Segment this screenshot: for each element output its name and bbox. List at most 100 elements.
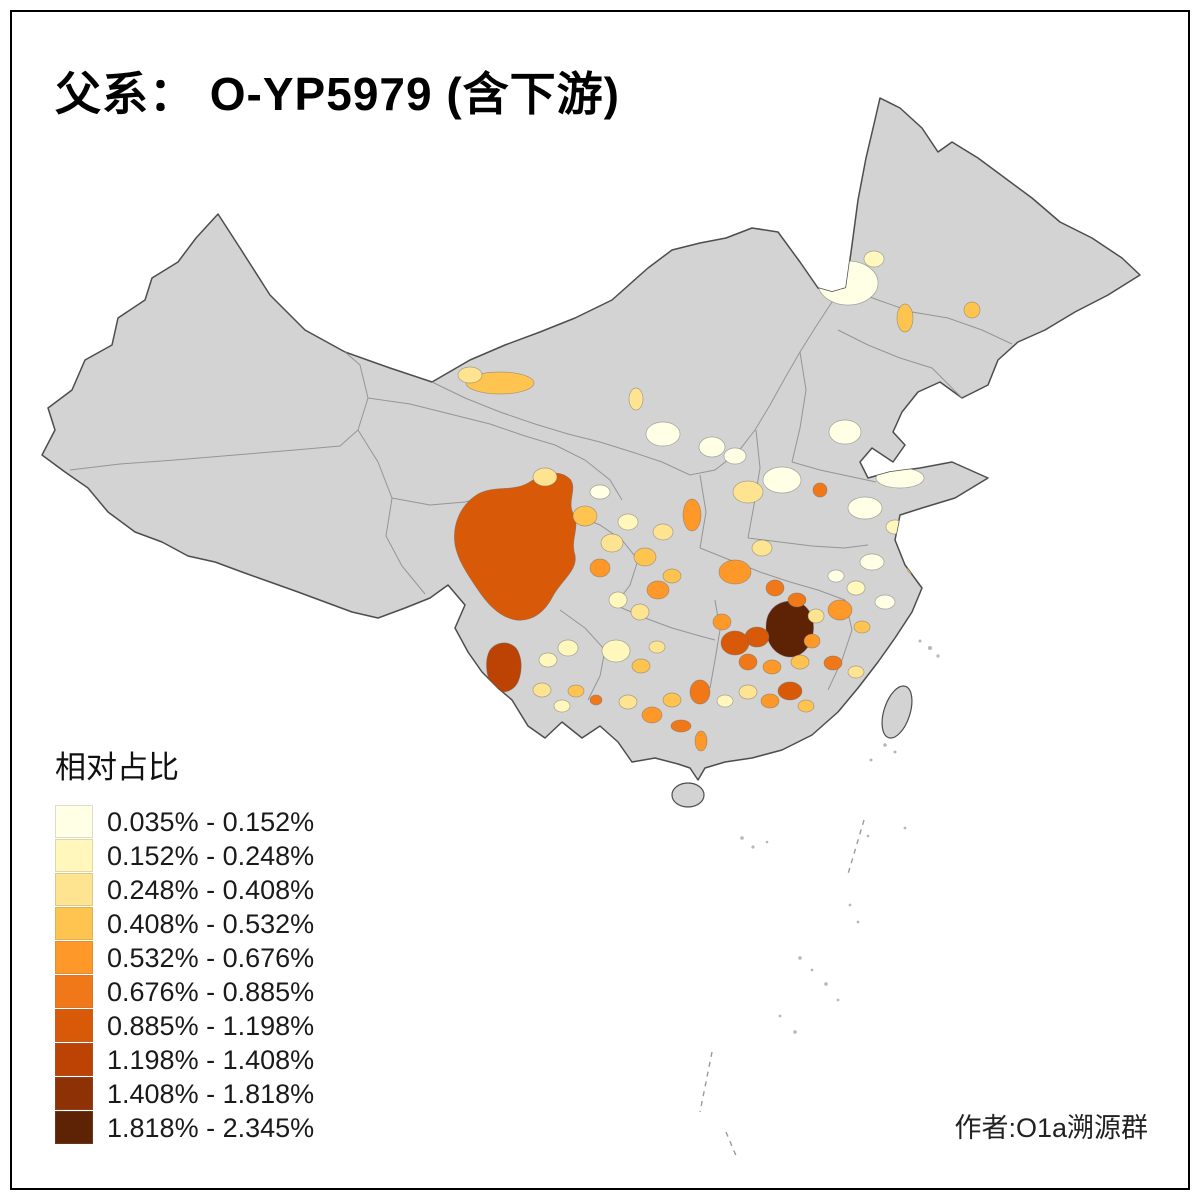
map-region bbox=[765, 579, 785, 597]
map-region bbox=[645, 421, 681, 447]
legend-swatch bbox=[55, 839, 93, 872]
legend-range-label: 0.532% - 0.676% bbox=[107, 942, 315, 973]
map-region bbox=[648, 640, 666, 654]
legend-range-label: 0.248% - 0.408% bbox=[107, 874, 315, 905]
legend-swatch bbox=[55, 873, 93, 906]
legend-range-label: 1.408% - 1.818% bbox=[107, 1078, 315, 1109]
map-title: 父系： O-YP5979 (含下游) bbox=[55, 68, 620, 120]
map-region bbox=[538, 652, 558, 668]
map-region bbox=[689, 679, 711, 705]
legend-row: 0.885% - 1.198% bbox=[55, 1009, 314, 1043]
map-region bbox=[827, 599, 853, 621]
map-region bbox=[885, 519, 905, 535]
map-region bbox=[859, 553, 885, 571]
map-region bbox=[465, 371, 535, 395]
map-region bbox=[662, 692, 682, 708]
map-region bbox=[823, 655, 843, 671]
legend-row: 0.152% - 0.248% bbox=[55, 839, 314, 873]
map-region bbox=[601, 639, 631, 663]
map-region bbox=[827, 569, 845, 583]
hainan-island-shape bbox=[671, 782, 705, 808]
map-region bbox=[847, 665, 865, 679]
map-region bbox=[738, 653, 758, 671]
legend-row: 1.408% - 1.818% bbox=[55, 1077, 314, 1111]
map-region bbox=[875, 467, 925, 489]
legend-range-label: 0.152% - 0.248% bbox=[107, 840, 315, 871]
legend-swatch bbox=[55, 975, 93, 1008]
map-region bbox=[633, 547, 657, 567]
map-region bbox=[853, 620, 871, 634]
map-region bbox=[762, 466, 802, 494]
map-region bbox=[698, 436, 726, 458]
map-region bbox=[532, 467, 558, 487]
map-region bbox=[641, 706, 663, 724]
legend-row: 0.676% - 0.885% bbox=[55, 975, 314, 1009]
map-region bbox=[662, 568, 682, 584]
legend-row: 0.035% - 0.152% bbox=[55, 805, 314, 839]
map-region bbox=[557, 639, 579, 657]
map-region bbox=[589, 484, 611, 500]
legend-row: 1.818% - 2.345% bbox=[55, 1111, 314, 1145]
legend-swatch bbox=[55, 805, 93, 838]
map-region bbox=[847, 496, 883, 520]
map-region bbox=[608, 591, 628, 609]
legend-row: 0.532% - 0.676% bbox=[55, 941, 314, 975]
map-region bbox=[803, 633, 821, 649]
map-region bbox=[600, 533, 624, 553]
legend-range-label: 0.676% - 0.885% bbox=[107, 976, 315, 1007]
legend-swatch bbox=[55, 941, 93, 974]
map-region bbox=[723, 447, 747, 465]
map-region bbox=[807, 608, 825, 624]
map-region bbox=[682, 498, 702, 532]
map-region bbox=[589, 558, 611, 578]
map-region bbox=[617, 513, 639, 531]
map-region bbox=[760, 693, 780, 709]
map-region bbox=[457, 366, 483, 384]
legend-swatch bbox=[55, 1077, 93, 1110]
map-region bbox=[963, 301, 981, 319]
map-region bbox=[652, 523, 674, 541]
sea-boundary-dashes bbox=[699, 819, 865, 1159]
map-region bbox=[906, 561, 920, 575]
taiwan-island-shape bbox=[881, 685, 913, 739]
map-region bbox=[874, 594, 896, 610]
map-region bbox=[631, 658, 651, 674]
legend-range-label: 0.408% - 0.532% bbox=[107, 908, 315, 939]
map-region bbox=[846, 580, 866, 596]
map-region bbox=[553, 699, 571, 713]
map-region bbox=[567, 684, 585, 698]
map-region bbox=[797, 699, 815, 713]
map-region bbox=[589, 694, 603, 706]
map-region bbox=[817, 260, 879, 306]
map-region bbox=[738, 684, 758, 700]
map-region bbox=[751, 539, 773, 557]
map-region bbox=[572, 505, 598, 527]
legend-swatch bbox=[55, 1111, 93, 1144]
legend-row: 0.408% - 0.532% bbox=[55, 907, 314, 941]
legend-swatch bbox=[55, 907, 93, 940]
legend-swatch bbox=[55, 1043, 93, 1076]
map-region bbox=[863, 250, 885, 268]
map-region bbox=[828, 419, 862, 445]
legend-title: 相对占比 bbox=[55, 750, 179, 785]
small-islands bbox=[740, 639, 940, 1034]
map-region bbox=[646, 580, 670, 600]
map-region bbox=[712, 613, 732, 631]
map-region bbox=[787, 592, 807, 608]
legend-row: 1.198% - 1.408% bbox=[55, 1043, 314, 1077]
choropleth-regions bbox=[454, 250, 981, 752]
map-region bbox=[716, 694, 734, 708]
map-region bbox=[812, 482, 828, 498]
map-region bbox=[720, 630, 750, 656]
legend: 相对占比 0.035% - 0.152% 0.152% - 0.248% 0.2… bbox=[55, 742, 314, 1145]
map-region bbox=[896, 303, 914, 333]
legend-range-label: 0.885% - 1.198% bbox=[107, 1010, 315, 1041]
map-region bbox=[790, 654, 810, 670]
map-region bbox=[454, 472, 577, 621]
legend-range-label: 1.818% - 2.345% bbox=[107, 1112, 315, 1143]
author-credit: 作者:O1a溯源群 bbox=[954, 1113, 1148, 1143]
map-region bbox=[630, 603, 650, 621]
map-region bbox=[777, 681, 803, 701]
map-region bbox=[670, 719, 692, 733]
